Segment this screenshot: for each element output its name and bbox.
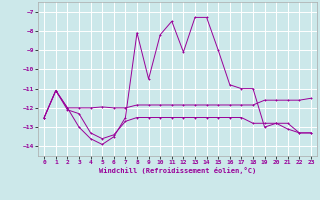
X-axis label: Windchill (Refroidissement éolien,°C): Windchill (Refroidissement éolien,°C) (99, 167, 256, 174)
